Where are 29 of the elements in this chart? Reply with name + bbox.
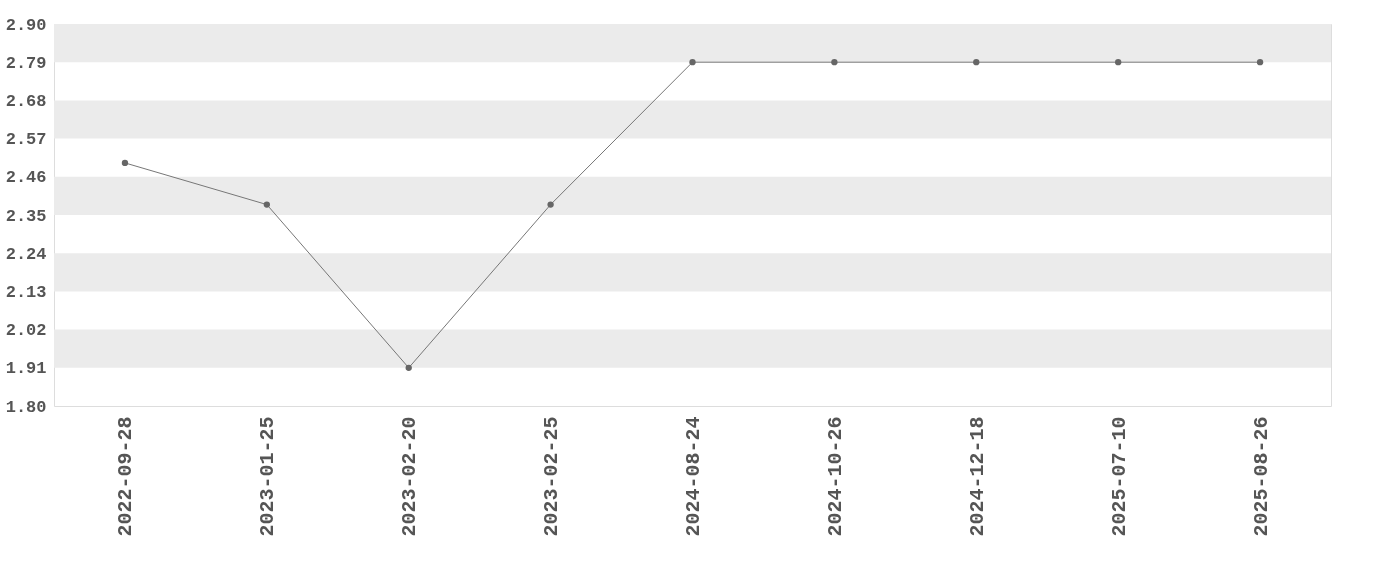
y-tick-label: 2.90 [5,15,47,35]
x-tick-label: 2025-07-10 [1107,416,1131,537]
point [547,201,554,208]
x-tick-label: 2024-10-26 [823,416,847,537]
y-tick-label: 1.80 [5,397,47,417]
x-tick-label: 2024-12-18 [965,416,989,537]
x-tick-label: 2023-02-25 [540,416,564,537]
y-tick-label: 2.57 [5,130,47,150]
point [973,59,980,66]
x-tick-label: 2023-01-25 [256,416,280,537]
y-tick-label: 2.24 [5,244,47,264]
point [405,364,412,371]
point [263,201,270,208]
x-tick-label: 2025-08-26 [1249,416,1273,537]
y-tick-label: 2.79 [5,53,47,73]
x-tick-label: 2022-09-28 [114,416,138,537]
y-tick-label: 2.13 [5,282,47,302]
y-tick-label: 2.46 [5,168,47,188]
point [121,159,129,167]
point [689,59,696,66]
y-tick-label: 2.68 [5,91,47,111]
x-tick-label: 2024-08-24 [682,416,705,537]
point [1256,59,1264,66]
y-tick-label: 1.91 [5,359,47,379]
x-tick-label: 2023-02-20 [398,416,422,537]
point [831,59,838,66]
y-tick-label: 2.35 [5,206,47,226]
point [1115,59,1122,66]
y-tick-label: 2.02 [5,321,47,341]
